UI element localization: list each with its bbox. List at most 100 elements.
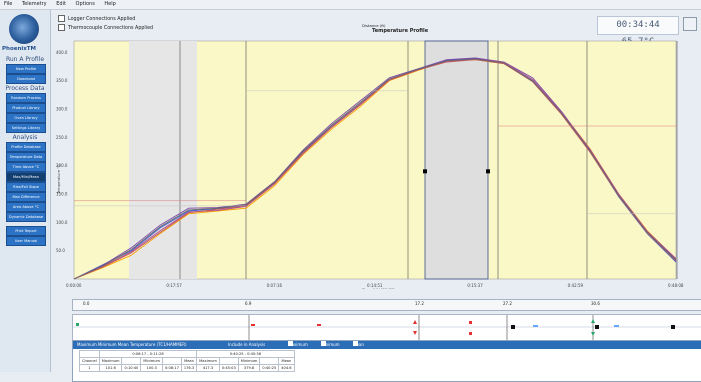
column-header: Minimum [237,357,261,365]
marker-icon[interactable] [413,320,417,324]
x-tick-label: 0:42:59 [568,283,584,288]
x-tick-label: 0:07:16 [267,283,283,288]
temperature-series-line[interactable] [73,59,677,280]
marker-strip-svg [73,315,701,340]
menu-file[interactable]: File [4,1,13,7]
table-title: Maximum Minimum Mean Temperature (TC1/HA… [77,342,187,347]
mean-check-label: Mean [353,342,364,347]
table-cell: 101.6 [98,364,123,372]
y-tick-label: 400.0 [56,50,68,55]
range-b: 0:40:25 - 0:45:36 [196,350,295,358]
y-tick-label: 250.0 [56,135,68,140]
checkbox-icon[interactable] [353,341,358,346]
marker-icon[interactable] [413,331,417,335]
selection-handle-icon[interactable] [486,169,490,174]
column-header: Channel [79,357,100,365]
table-row[interactable]: 1 101.6 0:10:40 100.3 0:08:17 176.3 417.… [79,364,295,372]
table-cell: 0:08:17 [162,364,182,372]
marker-icon[interactable] [76,323,79,326]
selection-region[interactable] [424,40,489,280]
new-profile-button[interactable]: New Profile [6,64,46,74]
y-tick-label: 100.0 [56,220,68,225]
max-difference-button[interactable]: Max Difference [6,192,46,202]
table-cell: 0:40:25 [259,364,280,372]
marker-icon[interactable] [595,325,599,329]
column-header: Mean [180,357,198,365]
selection-handle-icon[interactable] [423,169,427,174]
range-a: 0:06:17 - 0:11:28 [98,350,198,358]
marker-icon[interactable] [469,332,472,335]
checkbox-icon[interactable] [288,341,293,346]
logo-icon [9,14,39,44]
column-header: Maximum [98,357,123,365]
process-section-title: Process Data [5,85,45,92]
user-manual-button[interactable]: User Manual [6,236,46,246]
table-cell: 404.6 [278,364,295,372]
marker-icon[interactable] [251,324,255,326]
distance-label: 6.9 [245,301,252,306]
max-min-mean-button[interactable]: Max/Min/Mean [6,172,46,182]
analysis-table-panel: Maximum Minimum Mean Temperature (TC1/HA… [72,340,701,382]
thermocouple-connections-check[interactable]: Thermocouple Connections Applied [58,24,153,33]
table-column-row: Channel Maximum Minimum Mean Maximum Min… [79,357,295,365]
download-button[interactable]: Download [6,74,46,84]
checkbox-icon[interactable] [58,24,65,31]
menu-edit[interactable]: Edit [56,1,66,7]
checkbox-icon[interactable] [58,15,65,22]
area-above-button[interactable]: Area Above °C [6,202,46,212]
rise-fall-slope-button[interactable]: Rise/Fall Slope [6,182,46,192]
random-process-button[interactable]: Random Process [6,93,46,103]
table-cell: 1 [79,364,100,372]
column-header: Mean [278,357,295,365]
analysis-section-title: Analysis [12,134,38,141]
marker-icon[interactable] [671,325,675,329]
marker-icon[interactable] [591,319,595,323]
table-cell: 100.3 [140,364,163,372]
expand-button[interactable] [683,17,697,31]
column-header [162,357,182,365]
marker-icon[interactable] [614,325,619,327]
table-header: Maximum Minimum Mean Temperature (TC1/HA… [73,341,701,349]
logger-connections-label: Logger Connections Applied [68,17,136,22]
y-tick-label: 300.0 [56,107,68,112]
y-tick-label: 200.0 [56,163,68,168]
menu-help[interactable]: Help [104,1,116,7]
maximum-check-label: Maximum [288,342,308,347]
checkbox-icon[interactable] [321,341,326,346]
main-panel: Logger Connections Applied Thermocouple … [52,10,701,382]
marker-icon[interactable] [317,324,321,326]
temperature-chart: 50.0 100.0 150.0 200.0 250.0 300.0 350.0 400.0 0… [52,34,701,289]
distance-bar: 0.0 6.9 17.2 27.2 30.6 [72,299,701,311]
distance-label: 0.0 [83,301,90,306]
print-report-button[interactable]: Print Report [6,226,46,236]
temperature-series-line[interactable] [73,58,677,280]
marker-icon[interactable] [511,325,515,329]
oven-library-button[interactable]: Oven Library [6,113,46,123]
logger-connections-check[interactable]: Logger Connections Applied [58,15,153,24]
temperature-chart-svg: 50.0 100.0 150.0 200.0 250.0 300.0 350.0 400.0 0… [56,40,684,289]
chart-title: Temperature Profile [372,28,429,34]
table-cell: 176.3 [180,364,198,372]
marker-icon[interactable] [469,321,472,324]
column-header [218,357,239,365]
y-tick-label: 350.0 [56,78,68,83]
menu-bar: File Telemetry Edit Options Help [0,0,701,10]
dynamic-database-button[interactable]: Dynamic Database [6,212,46,222]
product-library-button[interactable]: Product Library [6,103,46,113]
table-cell: 417.3 [196,364,220,372]
table-cell: 0:45:03 [218,364,239,372]
connection-checks: Logger Connections Applied Thermocouple … [58,15,153,33]
profile-database-button[interactable]: Profile Database [6,142,46,152]
table-range-row: 0:06:17 - 0:11:28 0:40:25 - 0:45:36 [79,350,295,358]
menu-options[interactable]: Options [75,1,95,7]
time-above-button[interactable]: Time Above °C [6,162,46,172]
temperature-data-button[interactable]: Temperature Data [6,152,46,162]
settings-library-button[interactable]: Settings Library [6,123,46,133]
menu-telemetry[interactable]: Telemetry [21,1,47,7]
x-tick-label: 0:14:51 [367,283,383,288]
minimum-check-label: Minimum [321,342,340,347]
marker-strip [72,314,701,341]
marker-icon[interactable] [533,325,538,327]
table-cell: 0:10:40 [121,364,142,372]
marker-icon[interactable] [591,332,595,336]
